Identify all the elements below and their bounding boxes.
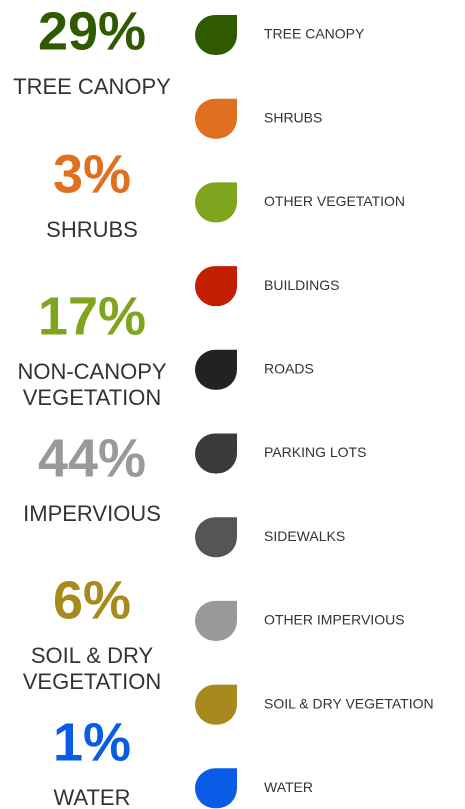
legend-label: SIDEWALKS bbox=[264, 528, 345, 544]
stat-value: 29% bbox=[38, 1, 146, 61]
legend-icon bbox=[195, 768, 237, 809]
stat-label: TREE CANOPY bbox=[13, 74, 171, 99]
legend-label: SHRUBS bbox=[264, 109, 322, 125]
legend-label: WATER bbox=[264, 779, 313, 795]
legend-icon bbox=[195, 517, 237, 558]
legend-icon bbox=[195, 182, 237, 223]
legend-label: SOIL & DRY VEGETATION bbox=[264, 695, 434, 711]
stat-label: WATER bbox=[54, 785, 131, 809]
stat-value: 6% bbox=[53, 570, 131, 630]
legend-label: OTHER VEGETATION bbox=[264, 193, 405, 209]
legend-icon bbox=[195, 600, 237, 641]
legend-icon bbox=[195, 349, 237, 390]
stat-label: SOIL & DRY bbox=[31, 643, 154, 668]
legend-icon bbox=[195, 266, 237, 307]
legend-icon bbox=[195, 684, 237, 725]
legend-label: OTHER IMPERVIOUS bbox=[264, 612, 405, 628]
stat-value: 44% bbox=[38, 428, 146, 488]
stat-label: SHRUBS bbox=[46, 217, 138, 242]
stat-value: 3% bbox=[53, 144, 131, 204]
stat-label: VEGETATION bbox=[23, 385, 162, 410]
stat-value: 1% bbox=[53, 712, 131, 772]
legend-icon bbox=[195, 98, 237, 139]
legend-label: ROADS bbox=[264, 361, 314, 377]
legend-icon bbox=[195, 15, 237, 55]
stat-value: 17% bbox=[38, 286, 146, 346]
legend-label: TREE CANOPY bbox=[264, 26, 365, 42]
legend-label: BUILDINGS bbox=[264, 277, 339, 293]
legend-icon bbox=[195, 433, 237, 474]
legend-label: PARKING LOTS bbox=[264, 444, 366, 460]
stat-label: VEGETATION bbox=[23, 669, 162, 694]
stat-label: NON-CANOPY bbox=[17, 359, 166, 384]
stat-label: IMPERVIOUS bbox=[23, 501, 161, 526]
